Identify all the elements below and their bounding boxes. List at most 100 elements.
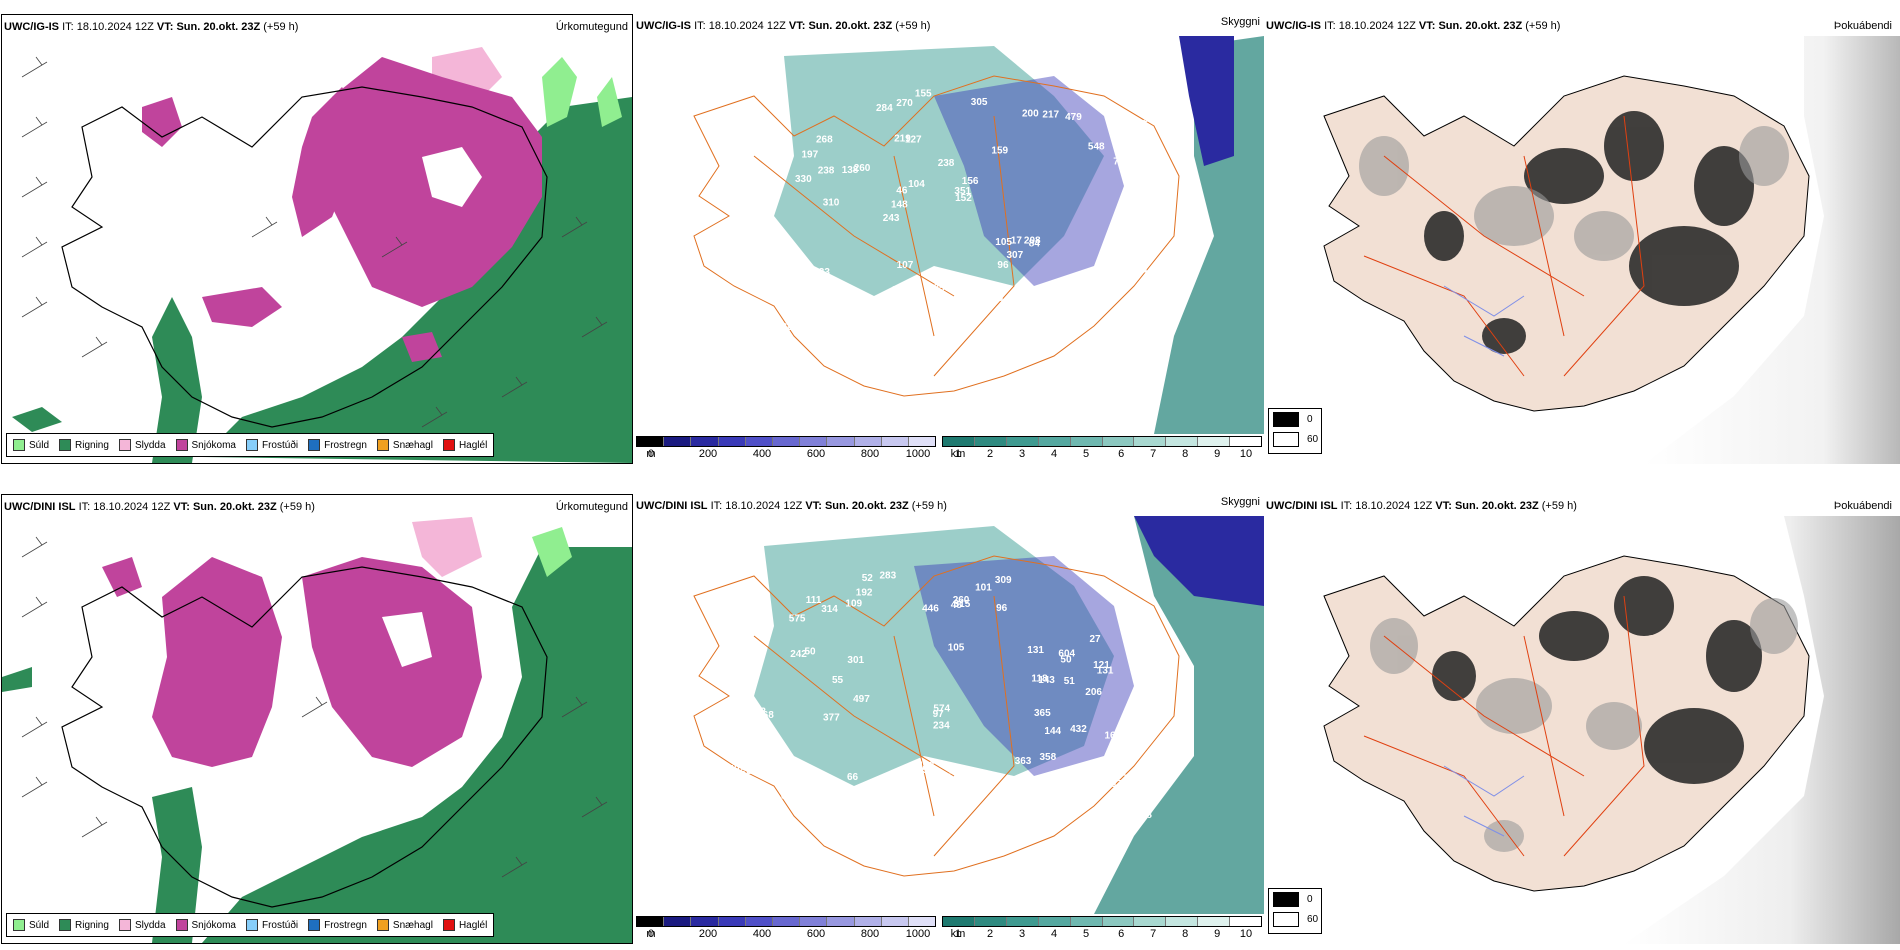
cloud-base-label: 62: [1110, 594, 1122, 605]
cloud-base-label: 111: [805, 297, 821, 308]
cloudbase-colorbar-strip: [636, 916, 936, 927]
fog-map: [1264, 36, 1900, 464]
legend-swatch: [442, 919, 455, 931]
lead-time: (+59 h): [263, 21, 299, 33]
legend-swatch: [118, 919, 131, 931]
it-label: IT:: [78, 501, 91, 513]
tick-label: 8: [1182, 928, 1189, 940]
product-name: Úrkomutegund: [555, 21, 628, 33]
product-name: Skyggni: [1220, 16, 1260, 28]
precip-map-svg: [2, 517, 632, 943]
tick-label: 3: [1018, 928, 1026, 940]
cloud-base-label: 143: [1038, 675, 1055, 686]
fog-legend-label: 0: [1307, 893, 1313, 905]
cloud-base-label: 268: [816, 135, 833, 146]
cloud-base-label: 383: [1044, 772, 1061, 783]
legend-swatch: [59, 919, 72, 931]
precip-type-legend: Súld Rigning Slydda Snjókoma Frostúði Fr…: [6, 433, 495, 457]
product-name: Úrkomutegund: [555, 501, 628, 513]
cloud-base-label: 27: [1090, 634, 1102, 645]
cloud-base-label: 97: [933, 709, 945, 720]
panel-header: UWC/DINI ISL IT: 18.10.2024 12Z VT: Sun.…: [2, 499, 632, 515]
vt-value: Sun. 20.okt. 23Z: [192, 501, 277, 513]
it-label: IT:: [694, 20, 706, 32]
tick-label: 800: [860, 928, 880, 940]
tick-label: 0: [647, 928, 655, 940]
cloudbase-colorbar-strip: [636, 436, 936, 447]
cloud-base-label: 574: [933, 703, 950, 714]
tick-label: 1: [954, 448, 962, 460]
panel-header: UWC/IG-IS IT: 18.10.2024 12Z VT: Sun. 20…: [2, 19, 632, 35]
visibility-ticks: km 1 2 3 4 5 6 7 8 9 10: [942, 448, 1262, 462]
legend-label: Snjókoma: [191, 919, 236, 931]
lead-time: (+59 h): [1525, 20, 1561, 32]
it-label: IT:: [1340, 500, 1353, 512]
cloud-base-label: 548: [1088, 142, 1105, 153]
model-name: UWC/DINI ISL: [4, 501, 76, 513]
lead-time: (+59 h): [911, 500, 947, 512]
visibility-colorbar-strip: [942, 916, 1262, 927]
cloud-base-label: 238: [938, 158, 955, 169]
it-value: 18.10.2024 12Z: [1338, 20, 1416, 32]
precip-map: [2, 37, 632, 463]
cloud-base-label: 110: [1128, 645, 1145, 656]
vt-label: VT:: [805, 500, 822, 512]
cloud-base-label: 268: [757, 710, 774, 721]
cloud-base-label: 835: [986, 293, 1003, 304]
tick-label: 5: [1082, 448, 1090, 460]
it-value: 18.10.2024 12Z: [93, 501, 171, 513]
cloud-base-label: 310: [823, 198, 840, 209]
cloud-base-label: 93: [851, 810, 863, 821]
fog-legend-row: 0: [1269, 409, 1321, 429]
fog-legend-row: 60: [1269, 909, 1321, 929]
legend-item: Rigning: [59, 919, 109, 931]
cloud-base-label: 50: [1060, 655, 1072, 666]
fog-legend-swatch: [1273, 411, 1299, 427]
cloud-base-label: 242: [790, 649, 807, 660]
fog-legend-swatch: [1273, 431, 1299, 447]
cloud-base-label: 358: [1040, 752, 1057, 763]
vt-value: Sun. 20.okt. 23Z: [1454, 500, 1539, 512]
fog-legend-label: 0: [1307, 413, 1313, 425]
legend-swatch: [13, 919, 25, 931]
cloud-base-label: 107: [897, 260, 914, 271]
cloud-base-label: 48: [811, 771, 823, 782]
cloud-base-label: 90: [1106, 318, 1118, 329]
cloud-base-label: 109: [845, 599, 862, 610]
fog-legend: 0 60: [1268, 888, 1322, 934]
cloud-base-label: 144: [761, 132, 778, 143]
cloud-base-label: 234: [933, 721, 950, 732]
cloud-base-label: 51: [1064, 676, 1076, 687]
cloud-base-label: 108: [1069, 796, 1086, 807]
cloud-base-label: 192: [1123, 800, 1140, 811]
legend-swatch: [376, 919, 389, 931]
cloud-base-label: 159: [991, 146, 1008, 157]
legend-label: Snæhagl: [392, 439, 433, 451]
vt-label: VT:: [1435, 500, 1452, 512]
lead-time: (+59 h): [1541, 500, 1577, 512]
cloud-base-label: 206: [1153, 179, 1170, 190]
cloud-base-label: 170: [1112, 779, 1129, 790]
panel-header: UWC/IG-IS IT: 18.10.2024 12Z VT: Sun. 20…: [1264, 18, 1900, 34]
legend-label: Haglél: [458, 919, 488, 931]
tick-label: 1000: [905, 448, 931, 460]
cloud-base-label: 212: [749, 707, 766, 718]
cloud-base-label: 96: [996, 603, 1008, 614]
legend-label: Frostregn: [324, 919, 367, 931]
legend-item: Frostúði: [245, 439, 298, 451]
cloud-base-label: 66: [847, 772, 859, 783]
vt-label: VT:: [1418, 20, 1436, 32]
vt-label: VT:: [788, 20, 806, 32]
visibility-ticks: km 1 2 3 4 5 6 7 8 9 10: [942, 928, 1262, 942]
legend-label: Súld: [29, 439, 50, 451]
cloud-base-label: 432: [741, 323, 758, 334]
it-value: 18.10.2024 12Z: [1355, 500, 1433, 512]
cloud-base-label: 84: [1029, 239, 1041, 250]
vt-label: VT:: [156, 21, 174, 33]
legend-swatch: [442, 439, 455, 451]
cloud-base-label: 305: [971, 97, 988, 108]
cloud-base-label: 156: [962, 176, 979, 187]
tick-label: 8: [1182, 448, 1189, 460]
cloud-base-label: 120: [891, 285, 908, 296]
cloud-base-label: 52: [862, 573, 874, 584]
